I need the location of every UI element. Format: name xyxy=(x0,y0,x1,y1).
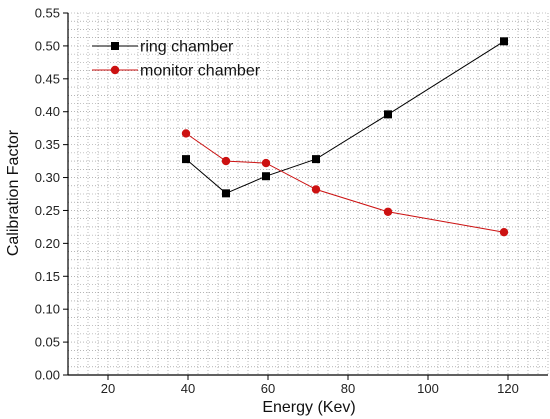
series-line xyxy=(185,132,505,233)
x-tick-label: 40 xyxy=(181,381,195,396)
y-tick-label: 0.25 xyxy=(35,203,60,218)
legend-label: monitor chamber xyxy=(140,63,261,80)
data-point xyxy=(383,207,393,216)
y-tick-label: 0.15 xyxy=(35,269,60,284)
y-tick-label: 0.50 xyxy=(35,38,60,53)
data-point xyxy=(312,155,320,164)
y-tick-label: 0.45 xyxy=(35,71,60,86)
legend: ring chamber monitor chamber xyxy=(92,39,261,80)
legend-marker xyxy=(110,65,120,75)
series-line xyxy=(185,40,505,194)
data-point xyxy=(221,156,231,166)
series-0 xyxy=(182,37,508,198)
y-tick-label: 0.20 xyxy=(35,236,60,251)
x-tick-label: 20 xyxy=(101,381,115,396)
data-point xyxy=(181,129,191,138)
y-axis-title: Calibration Factor xyxy=(5,129,22,256)
y-tick-label: 0.35 xyxy=(35,137,60,152)
axes-layer: 0.00 0.05 0.10 0.15 0.20 0.25 0.30 0.35 0.40 0.45… xyxy=(35,6,548,396)
legend-item: ring chamber xyxy=(92,39,234,56)
y-tick-label: 0.55 xyxy=(35,6,60,21)
legend-label: ring chamber xyxy=(140,39,234,56)
data-point xyxy=(500,37,508,46)
legend-item: monitor chamber xyxy=(92,63,261,80)
y-tick-label: 0.10 xyxy=(35,302,60,317)
y-tick-label: 0.30 xyxy=(35,170,60,185)
data-point xyxy=(499,227,509,237)
y-tick-label: 0.40 xyxy=(35,104,60,119)
legend-marker xyxy=(111,42,119,50)
data-point xyxy=(182,155,190,164)
data-point xyxy=(222,189,230,198)
x-tick-label: 100 xyxy=(417,381,439,396)
y-tick-label: 0.05 xyxy=(35,335,60,350)
x-tick-label: 80 xyxy=(341,381,355,396)
series-layer xyxy=(181,37,509,237)
x-tick-label: 120 xyxy=(497,381,519,396)
data-point xyxy=(311,185,321,194)
data-point xyxy=(384,110,392,119)
y-tick-label: 0.00 xyxy=(35,368,60,383)
x-axis-title: Energy (Kev) xyxy=(262,399,355,416)
x-tick-label: 60 xyxy=(261,381,275,396)
data-point xyxy=(262,172,270,181)
data-point xyxy=(261,158,271,168)
series-1 xyxy=(181,129,509,237)
